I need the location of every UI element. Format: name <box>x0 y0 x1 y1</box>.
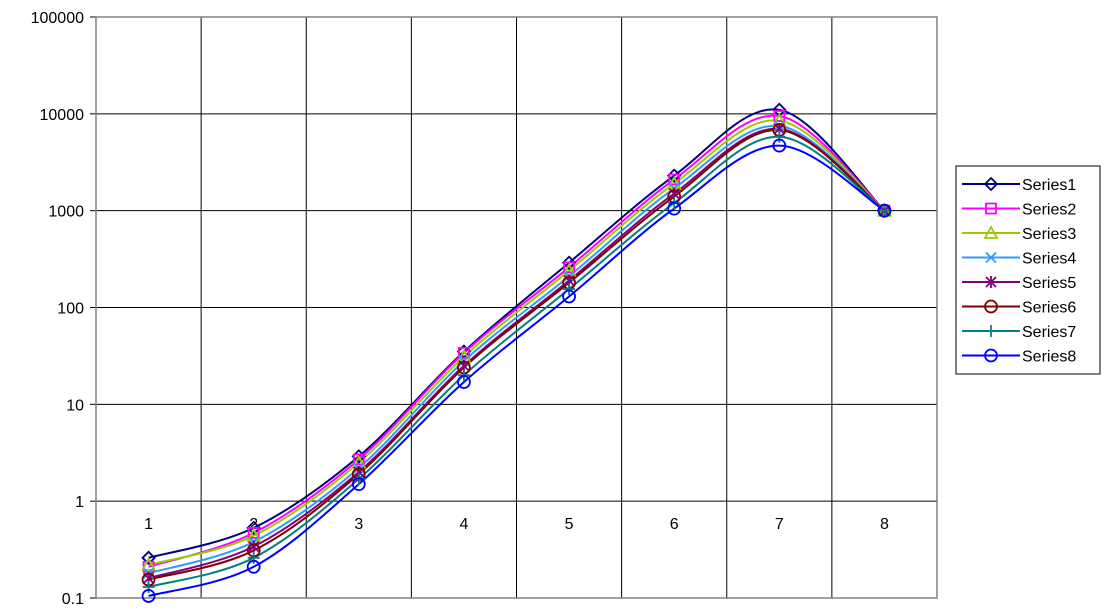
series-line-series8 <box>148 144 885 597</box>
data-point-series8 <box>877 203 892 218</box>
legend-marker-series7 <box>985 325 997 337</box>
x-tick-label: 6 <box>670 516 679 533</box>
legend-marker-series1 <box>983 176 999 192</box>
x-tick-label: 3 <box>354 516 363 533</box>
x-tick-label: 7 <box>775 516 784 533</box>
data-point-series8 <box>351 477 366 492</box>
x-tick-label: 2 <box>249 516 258 533</box>
data-point-series7 <box>563 283 576 296</box>
data-point-series1 <box>246 520 261 536</box>
data-point-series2 <box>458 346 470 359</box>
series-line-series5 <box>148 127 886 580</box>
x-tick-label: 4 <box>459 516 468 533</box>
x-tick-label: 1 <box>144 516 153 533</box>
legend-label-series2: Series2 <box>1022 202 1076 219</box>
y-tick-label: 10000 <box>40 107 85 124</box>
plot-border <box>95 16 938 599</box>
legend-marker-series3 <box>983 225 999 239</box>
legend-label-series8: Series8 <box>1022 349 1076 366</box>
legend-marker-series4 <box>985 251 997 264</box>
gridlines <box>90 16 938 599</box>
series-line-series7 <box>148 135 886 588</box>
data-point-series8 <box>457 375 471 389</box>
data-point-series8 <box>667 201 682 216</box>
y-tick-label: 1000 <box>48 204 84 221</box>
legend: Series1 Series2 Series3 Series4 Series5 Serie… <box>955 165 1101 375</box>
data-point-series2 <box>352 453 365 466</box>
legend-label-series7: Series7 <box>1022 324 1076 341</box>
x-tick-label: 5 <box>565 516 574 533</box>
data-point-series8 <box>141 589 156 603</box>
data-point-series1 <box>141 550 156 566</box>
legend-label-series4: Series4 <box>1022 251 1076 268</box>
data-point-series8 <box>562 289 576 304</box>
legend-label-series6: Series6 <box>1022 300 1076 317</box>
legend-label-series3: Series3 <box>1022 226 1076 243</box>
legend-marker-series2 <box>985 202 997 215</box>
x-axis-tick-labels: 1 2 3 4 5 6 7 8 <box>144 516 889 533</box>
data-point-series8 <box>772 138 787 153</box>
series-line-series6 <box>148 129 886 581</box>
legend-label-series1: Series1 <box>1022 177 1076 194</box>
y-tick-label: 100000 <box>31 10 84 27</box>
y-tick-label: 100 <box>57 301 84 318</box>
data-point-series2 <box>773 110 786 122</box>
data-point-series1 <box>561 255 577 270</box>
data-point-series7 <box>247 551 260 564</box>
data-point-series8 <box>246 559 261 574</box>
data-point-series2 <box>563 261 575 274</box>
legend-marker-series6 <box>984 299 998 314</box>
x-tick-label: 8 <box>880 516 889 533</box>
data-point-series3 <box>141 556 157 571</box>
y-tick-label: 10 <box>66 397 84 414</box>
y-tick-label: 1 <box>75 494 84 511</box>
legend-box <box>955 165 1101 375</box>
data-point-series7 <box>878 204 891 217</box>
y-tick-label: 0.1 <box>62 591 84 608</box>
data-point-series7 <box>142 580 155 593</box>
y-axis-tick-labels: 0.1 1 10 100 1000 10000 100000 <box>31 10 84 608</box>
series-line-series4 <box>148 124 886 575</box>
legend-marker-series5 <box>985 276 997 288</box>
series-markers <box>141 102 892 603</box>
data-point-series7 <box>773 130 786 143</box>
series-line-series1 <box>148 108 886 559</box>
series-lines <box>148 108 886 597</box>
data-point-series5 <box>248 540 260 553</box>
legend-label-series5: Series5 <box>1022 275 1076 292</box>
data-point-series2 <box>668 173 681 186</box>
legend-marker-series8 <box>984 348 998 363</box>
